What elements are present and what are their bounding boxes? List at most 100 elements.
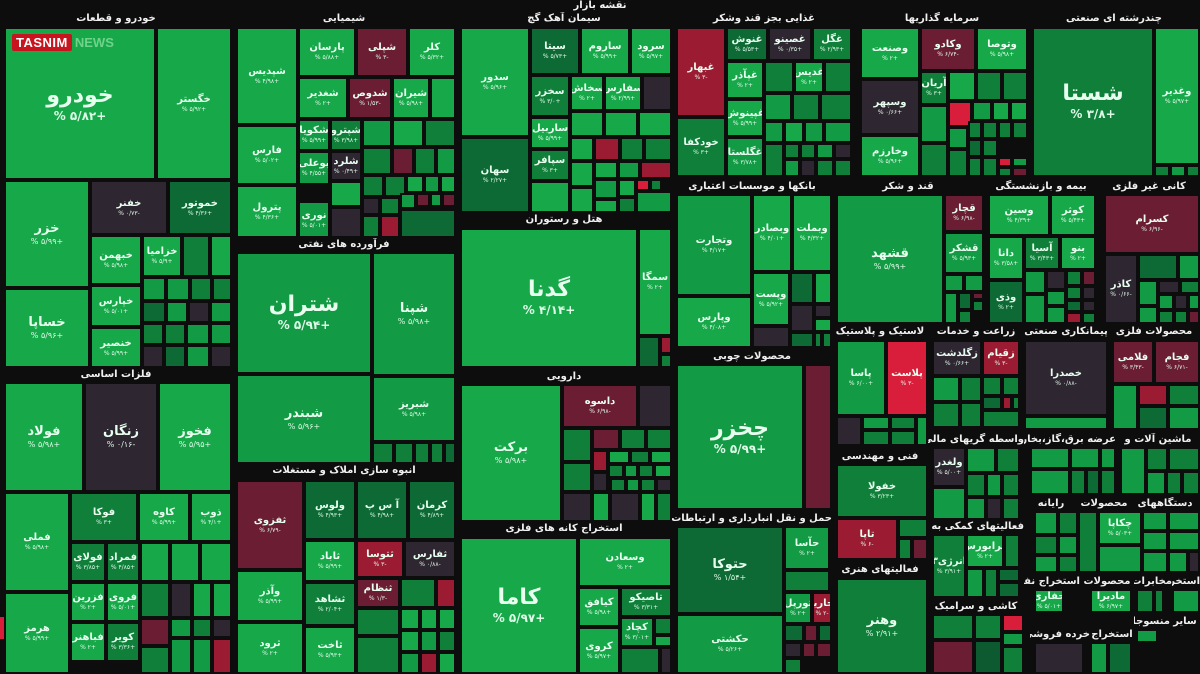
stock-tile[interactable]: فوکا +۳ % [70,492,138,542]
stock-tile-unlabeled[interactable] [1168,447,1200,471]
stock-tile-unlabeled[interactable] [784,121,804,143]
stock-tile[interactable]: دانا +۳/۵۸ % [988,236,1024,280]
stock-tile-unlabeled[interactable] [816,642,832,658]
stock-tile[interactable]: وسین +۴/۳۹ % [988,194,1050,236]
stock-tile-unlabeled[interactable] [630,450,650,464]
stock-tile[interactable]: ثفارس -۰/۸۸ % [404,540,456,578]
stock-tile-unlabeled[interactable] [414,442,430,464]
stock-tile-unlabeled[interactable] [620,428,646,450]
stock-tile-unlabeled[interactable] [1180,280,1200,294]
stock-tile-unlabeled[interactable] [834,159,852,177]
stock-tile[interactable]: شپلی -۳ % [356,27,408,77]
stock-tile-unlabeled[interactable] [170,582,192,618]
stock-tile-unlabeled[interactable] [1046,290,1066,306]
stock-tile-unlabeled[interactable] [330,181,362,207]
stock-tile-unlabeled[interactable] [784,570,830,592]
stock-tile-unlabeled[interactable] [764,121,784,143]
stock-tile-unlabeled[interactable] [1142,531,1168,551]
stock-tile-unlabeled[interactable] [1024,270,1046,294]
stock-tile-unlabeled[interactable] [400,209,456,238]
stock-tile-unlabeled[interactable] [814,304,832,318]
stock-tile-unlabeled[interactable] [1082,300,1096,312]
stock-tile-unlabeled[interactable] [804,364,832,510]
stock-tile-unlabeled[interactable] [592,450,608,472]
stock-tile-unlabeled[interactable] [570,137,594,161]
stock-tile-unlabeled[interactable] [1012,157,1028,167]
stock-tile[interactable]: ثاباد +۵/۹۹ % [304,540,356,582]
stock-tile[interactable]: شپدیس +۴/۹۸ % [236,27,298,125]
stock-tile[interactable]: فلامی -۳/۴۳ % [1112,340,1154,384]
stock-tile-unlabeled[interactable] [972,292,984,300]
stock-tile-unlabeled[interactable] [982,139,998,157]
stock-tile-unlabeled[interactable] [998,157,1012,167]
stock-tile-unlabeled[interactable] [1002,632,1024,646]
stock-tile-unlabeled[interactable] [966,497,986,520]
stock-tile-unlabeled[interactable] [604,111,638,137]
stock-tile-unlabeled[interactable] [932,487,966,520]
stock-tile-unlabeled[interactable] [822,332,832,348]
stock-tile-unlabeled[interactable] [656,492,672,522]
stock-tile[interactable]: خفنر -۰/۷۳ % [90,180,168,235]
stock-tile[interactable]: کاذر -۰/۶۶ % [1104,254,1138,324]
stock-tile-unlabeled[interactable] [932,614,974,640]
stock-tile-unlabeled[interactable] [1066,300,1082,312]
stock-tile-unlabeled[interactable] [610,478,626,492]
stock-tile[interactable]: غگل +۲/۹۳ % [812,27,852,61]
stock-tile-unlabeled[interactable] [638,336,660,368]
stock-tile[interactable]: فرابورس+۲ % [966,534,1004,568]
stock-tile-unlabeled[interactable] [362,175,384,197]
stock-tile-unlabeled[interactable] [200,542,232,582]
stock-tile[interactable]: حکشتی +۵/۲۶ % [676,614,784,674]
stock-tile-unlabeled[interactable] [212,277,232,301]
stock-tile-unlabeled[interactable] [1154,589,1164,613]
stock-tile-unlabeled[interactable] [998,568,1020,582]
stock-tile-unlabeled[interactable] [1002,646,1024,674]
stock-tile-unlabeled[interactable] [416,193,430,207]
stock-tile[interactable]: قچار -۶/۹۸ % [944,194,984,232]
stock-tile-unlabeled[interactable] [330,207,362,238]
stock-tile-unlabeled[interactable] [618,179,636,197]
stock-tile-unlabeled[interactable] [392,119,424,147]
stock-tile-unlabeled[interactable] [992,101,1010,121]
stock-tile[interactable]: وصنعت +۲ % [860,27,920,79]
stock-tile-unlabeled[interactable] [1100,469,1116,495]
stock-tile[interactable]: شیران +۵/۹۸ % [392,77,430,119]
stock-tile-unlabeled[interactable] [192,618,212,638]
stock-tile[interactable]: خپارس +۵/۰۱ % [90,285,142,327]
stock-tile[interactable]: انرژی۳ +۳/۹۱ % [932,534,966,598]
stock-tile[interactable]: شکویا +۵/۹۹ % [298,119,330,151]
stock-tile[interactable]: هرمز +۵/۹۹ % [4,592,70,674]
stock-tile-unlabeled[interactable] [998,121,1012,139]
stock-tile-unlabeled[interactable] [1186,165,1200,177]
stock-tile-unlabeled[interactable] [356,608,400,636]
stock-tile-unlabeled[interactable] [636,179,650,191]
stock-tile[interactable]: شلرد +۰/۴۹ % [330,151,362,181]
stock-tile-unlabeled[interactable] [140,542,170,582]
stock-tile[interactable]: فباهنر +۲ % [70,622,106,662]
stock-tile-unlabeled[interactable] [610,492,640,522]
stock-tile-unlabeled[interactable] [638,384,672,428]
stock-tile-unlabeled[interactable] [650,450,672,464]
stock-tile-unlabeled[interactable] [1142,551,1168,573]
stock-tile-unlabeled[interactable] [862,416,890,430]
stock-tile-unlabeled[interactable] [764,61,794,93]
stock-tile-unlabeled[interactable] [424,175,440,193]
stock-tile-unlabeled[interactable] [1166,471,1182,495]
stock-tile[interactable]: شپترو +۳/۹۸ % [330,119,362,151]
stock-tile-unlabeled[interactable] [1138,306,1158,324]
stock-tile-unlabeled[interactable] [166,301,188,323]
stock-tile-unlabeled[interactable] [1066,286,1082,300]
stock-tile-unlabeled[interactable] [210,345,232,368]
stock-tile-unlabeled[interactable] [972,101,992,121]
stock-tile[interactable]: فزرین +۲ % [70,582,106,622]
stock-tile-unlabeled[interactable] [1178,254,1200,280]
stock-tile-unlabeled[interactable] [400,608,420,630]
stock-tile-unlabeled[interactable] [974,640,1002,674]
stock-tile-unlabeled[interactable] [1168,511,1200,531]
stock-tile-unlabeled[interactable] [570,111,604,137]
stock-tile[interactable]: وسپهر +۰/۶۶ % [860,79,920,135]
stock-tile[interactable]: پاسا +۶/۰۰ % [836,340,886,416]
stock-tile-unlabeled[interactable] [644,137,672,161]
stock-tile-unlabeled[interactable] [1002,376,1020,396]
stock-tile-unlabeled[interactable] [140,582,170,618]
